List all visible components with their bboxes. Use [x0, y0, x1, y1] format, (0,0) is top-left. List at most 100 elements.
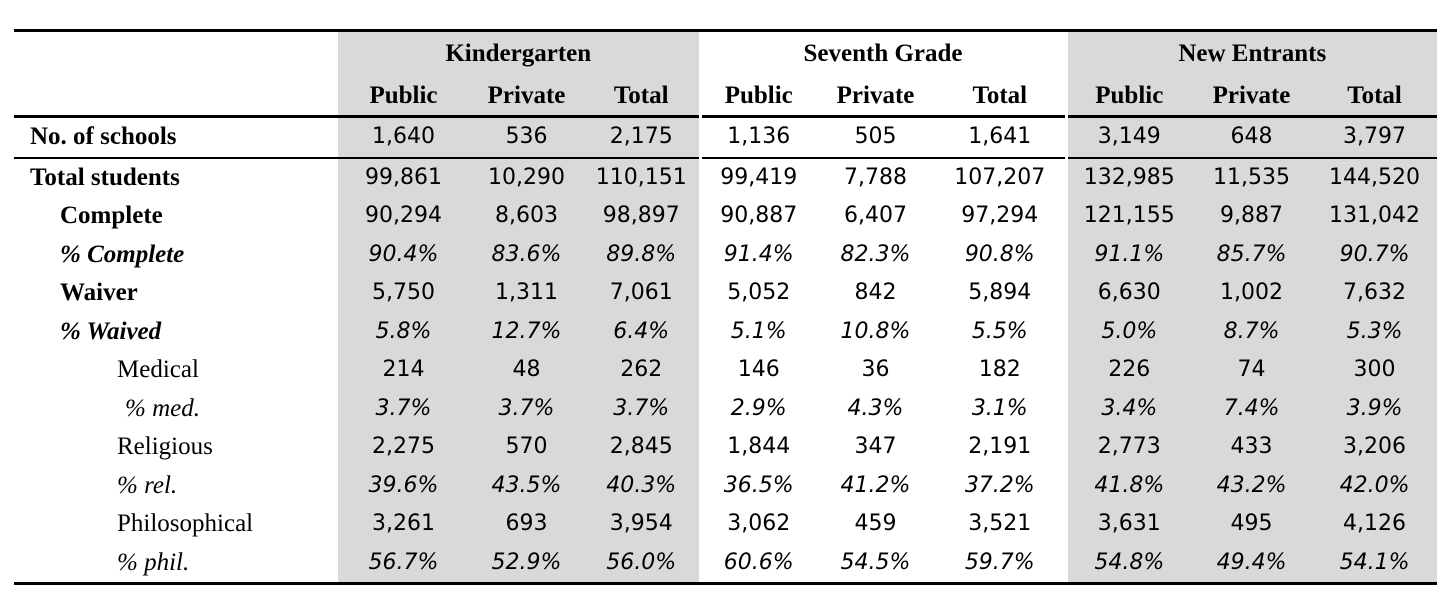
- cell-kindergarten-private: 48: [469, 351, 584, 390]
- cell-new-entrants-total: 300: [1312, 351, 1438, 390]
- cell-seventh-grade-total: 90.8%: [964, 241, 1035, 267]
- cell-seventh-grade-total: 3.1%: [971, 395, 1028, 421]
- subheader-public: Public: [698, 76, 816, 117]
- cell-new-entrants-private: 43.2%: [1191, 466, 1313, 505]
- cell-seventh-grade-private: 10.8%: [840, 318, 911, 344]
- cell-kindergarten-public: 3.7%: [338, 389, 469, 428]
- subheader-private: Private: [836, 81, 915, 109]
- cell-kindergarten-private: 1,311: [469, 274, 584, 313]
- subheader-public: Public: [1064, 76, 1192, 117]
- group-header-new-entrants: New Entrants: [1064, 29, 1438, 76]
- table-row: % med. 3.7% 3.7% 3.7% 2.9% 4.3% 3.1% 3.4% 7.4% 3.…: [14, 389, 1438, 428]
- cell-kindergarten-private: 570: [469, 428, 584, 467]
- cell-seventh-grade-public: 5,052: [698, 274, 816, 313]
- row-label: Religious: [117, 433, 213, 460]
- cell-seventh-grade-public: 36.5%: [698, 466, 816, 505]
- cell-kindergarten-total: 7,061: [584, 274, 700, 313]
- cell-kindergarten-private: 536: [469, 115, 584, 158]
- row-label: No. of schools: [14, 115, 338, 158]
- group-header-row: Kindergarten Seventh Grade New Entrants: [14, 29, 1438, 76]
- cell-kindergarten-private: 693: [469, 505, 584, 544]
- row-label: % Complete: [60, 240, 185, 268]
- cell-seventh-grade-public: 60.6%: [698, 543, 816, 585]
- cell-new-entrants-private: 85.7%: [1191, 235, 1313, 274]
- cell-seventh-grade-public: 1,136: [698, 115, 816, 158]
- table-row: No. of schools 1,640 536 2,175 1,136 505 1,641…: [14, 115, 1438, 158]
- cell-kindergarten-public: 2,275: [338, 428, 469, 467]
- table-row: % rel. 39.6% 43.5% 40.3% 36.5% 41.2% 37.2% 41.8…: [14, 466, 1438, 505]
- cell-new-entrants-public: 3.4%: [1064, 389, 1192, 428]
- cell-new-entrants-public: 3,631: [1064, 505, 1192, 544]
- cell-kindergarten-public: 214: [338, 351, 469, 390]
- cell-kindergarten-public: 5,750: [338, 274, 469, 313]
- cell-new-entrants-private: 49.4%: [1191, 543, 1313, 585]
- cell-seventh-grade-private: 54.5%: [816, 543, 935, 585]
- subheader-total: Total: [972, 81, 1028, 109]
- cell-seventh-grade-total: 182: [978, 357, 1021, 382]
- cell-new-entrants-private: 7.4%: [1191, 389, 1313, 428]
- cell-seventh-grade-total: 5.5%: [971, 318, 1028, 344]
- cell-kindergarten-public: 1,640: [338, 115, 469, 158]
- cell-kindergarten-private: 83.6%: [469, 235, 584, 274]
- table-body: No. of schools 1,640 536 2,175 1,136 505 1,641…: [14, 115, 1438, 585]
- cell-new-entrants-private: 11,535: [1191, 156, 1313, 197]
- cell-new-entrants-public: 6,630: [1064, 274, 1192, 313]
- cell-new-entrants-private: 8.7%: [1191, 312, 1313, 351]
- cell-new-entrants-public: 2,773: [1064, 428, 1192, 467]
- cell-seventh-grade-total: 59.7%: [935, 543, 1067, 585]
- cell-seventh-grade-private: 41.2%: [840, 472, 911, 498]
- cell-new-entrants-private: 74: [1191, 351, 1313, 390]
- cell-seventh-grade-private: 347: [854, 434, 897, 459]
- cell-kindergarten-private: 52.9%: [469, 543, 584, 585]
- subheader-total: Total: [1312, 76, 1438, 117]
- cell-seventh-grade-private: 459: [854, 511, 897, 536]
- cell-new-entrants-private: 648: [1191, 115, 1313, 158]
- table-row: % Waived 5.8% 12.7% 6.4% 5.1% 10.8% 5.5% 5.0% 8.…: [14, 312, 1438, 351]
- cell-seventh-grade-public: 2.9%: [698, 389, 816, 428]
- cell-kindergarten-total: 56.0%: [584, 543, 700, 585]
- cell-new-entrants-private: 9,887: [1191, 197, 1313, 236]
- cell-kindergarten-private: 43.5%: [469, 466, 584, 505]
- cell-new-entrants-total: 42.0%: [1312, 466, 1438, 505]
- cell-new-entrants-total: 131,042: [1312, 197, 1438, 236]
- cell-new-entrants-total: 5.3%: [1312, 312, 1438, 351]
- table-row: Medical 214 48 262 146 36 182 226 74 300: [14, 351, 1438, 390]
- subheader-private: Private: [1191, 76, 1313, 117]
- cell-new-entrants-private: 495: [1191, 505, 1313, 544]
- cell-kindergarten-private: 10,290: [469, 156, 584, 197]
- vaccination-table: Kindergarten Seventh Grade New Entrants …: [14, 29, 1438, 585]
- cell-kindergarten-private: 3.7%: [469, 389, 584, 428]
- cell-new-entrants-public: 121,155: [1064, 197, 1192, 236]
- row-label: % med.: [125, 394, 200, 422]
- row-label: % rel.: [117, 471, 178, 499]
- corner-cell: [14, 76, 338, 117]
- cell-new-entrants-private: 1,002: [1191, 274, 1313, 313]
- cell-kindergarten-total: 262: [584, 351, 700, 390]
- cell-new-entrants-private: 433: [1191, 428, 1313, 467]
- cell-kindergarten-total: 98,897: [584, 197, 700, 236]
- cell-kindergarten-public: 39.6%: [338, 466, 469, 505]
- cell-new-entrants-total: 144,520: [1312, 156, 1438, 197]
- cell-seventh-grade-private: 82.3%: [840, 241, 911, 267]
- cell-seventh-grade-private: 36: [861, 357, 890, 382]
- table-row: Religious 2,275 570 2,845 1,844 347 2,191 2,773…: [14, 428, 1438, 467]
- cell-new-entrants-public: 54.8%: [1064, 543, 1192, 585]
- cell-new-entrants-total: 3,206: [1312, 428, 1438, 467]
- cell-seventh-grade-total: 1,641: [935, 115, 1067, 158]
- cell-seventh-grade-total: 37.2%: [964, 472, 1035, 498]
- group-header-kindergarten: Kindergarten: [338, 29, 700, 76]
- cell-new-entrants-total: 3.9%: [1312, 389, 1438, 428]
- cell-seventh-grade-total: 97,294: [961, 203, 1039, 228]
- cell-seventh-grade-private: 4.3%: [847, 395, 904, 421]
- cell-kindergarten-total: 2,845: [584, 428, 700, 467]
- cell-kindergarten-private: 12.7%: [469, 312, 584, 351]
- cell-seventh-grade-public: 91.4%: [698, 235, 816, 274]
- row-label: Total students: [14, 156, 338, 197]
- table-row: % Complete 90.4% 83.6% 89.8% 91.4% 82.3% 90.8%…: [14, 235, 1438, 274]
- cell-seventh-grade-public: 1,844: [698, 428, 816, 467]
- row-label: Philosophical: [117, 510, 254, 537]
- table-row: Waiver 5,750 1,311 7,061 5,052 842 5,894 6,630 1…: [14, 274, 1438, 313]
- cell-new-entrants-total: 90.7%: [1312, 235, 1438, 274]
- row-label: % Waived: [60, 317, 162, 345]
- cell-new-entrants-total: 7,632: [1312, 274, 1438, 313]
